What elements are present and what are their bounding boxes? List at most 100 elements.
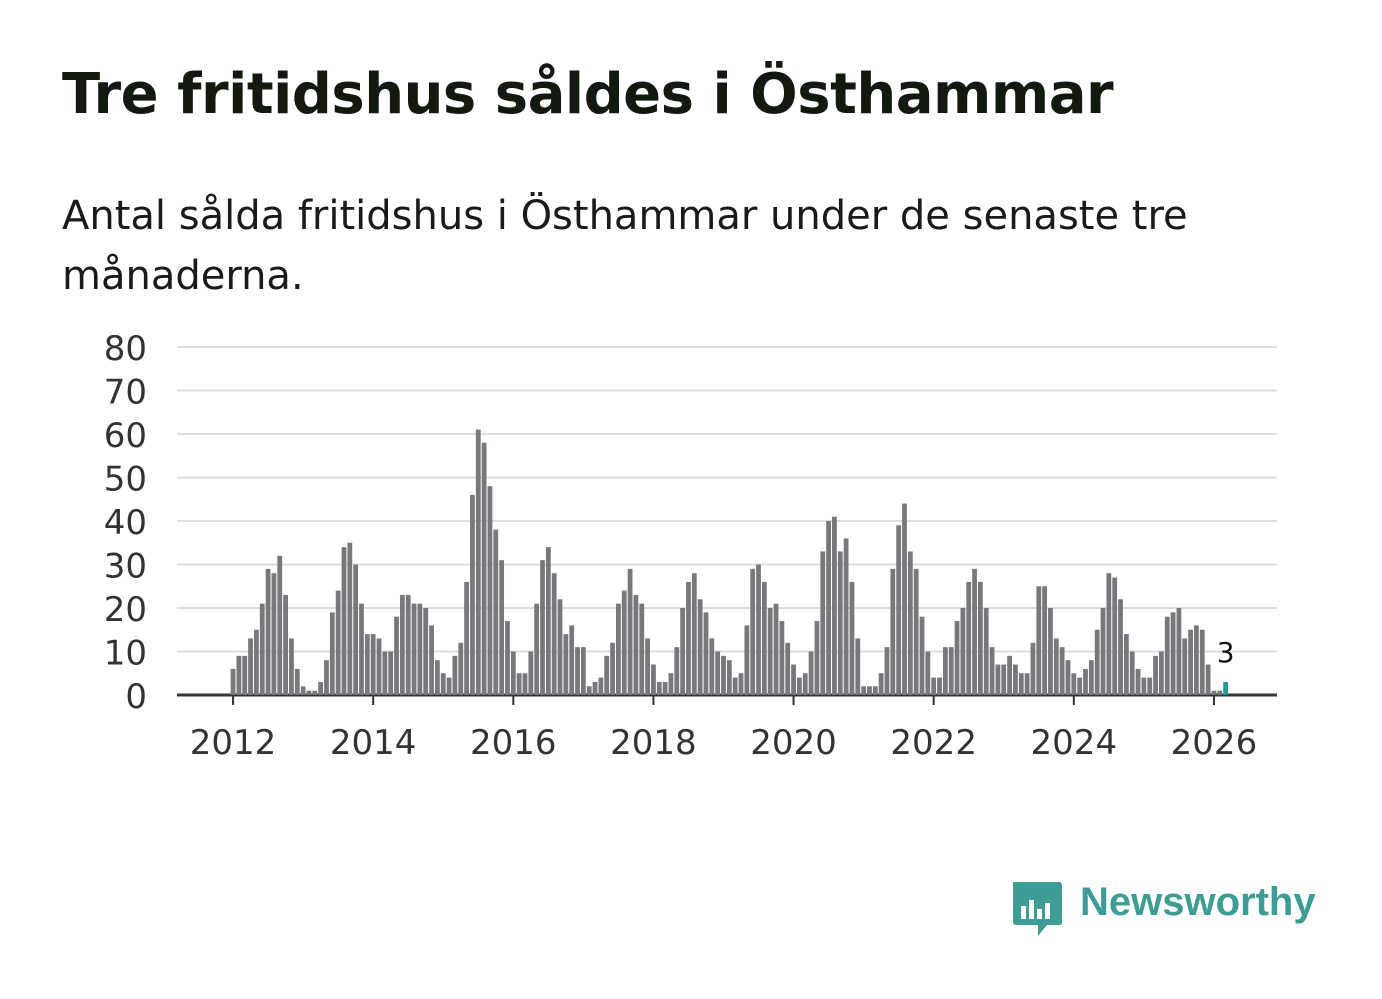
bar (773, 603, 779, 695)
bar (1106, 573, 1112, 695)
x-tick-label: 2016 (470, 723, 557, 763)
bar (563, 634, 569, 695)
chart-subtitle: Antal sålda fritidshus i Östhammar under… (62, 193, 1188, 299)
y-tick-label: 0 (125, 677, 147, 717)
bar (510, 651, 516, 695)
bar (551, 573, 557, 695)
bar (820, 551, 826, 695)
bar (592, 681, 598, 695)
bar (761, 581, 767, 695)
y-tick-label: 70 (104, 373, 147, 413)
y-tick-label: 10 (104, 634, 147, 674)
brand-name: Newsworthy (1080, 880, 1316, 924)
bar (399, 594, 405, 695)
bar (1141, 677, 1147, 695)
bar (586, 686, 592, 695)
bar (767, 608, 773, 695)
bar (645, 638, 650, 695)
bar (1164, 616, 1170, 695)
bar (983, 608, 989, 695)
bar (265, 568, 271, 695)
bar (867, 686, 872, 695)
bar (703, 612, 709, 695)
bar (1211, 690, 1217, 695)
bar (616, 603, 621, 695)
highlight-data-label: 3 (1217, 636, 1235, 669)
bar (598, 677, 604, 695)
newsworthy-logo-icon (1013, 882, 1062, 936)
bar (791, 664, 796, 695)
bar (1135, 668, 1141, 695)
bar (931, 677, 937, 695)
bar (534, 603, 540, 695)
bar (1036, 586, 1042, 695)
bar (843, 538, 849, 695)
bar (569, 625, 575, 695)
bar (575, 647, 580, 695)
bar (435, 660, 440, 695)
bar (1159, 651, 1164, 695)
y-tick-label: 40 (104, 503, 147, 543)
bar (686, 581, 691, 695)
bar (668, 673, 674, 695)
bar (621, 590, 627, 695)
bar (1147, 677, 1153, 695)
bar (248, 638, 253, 695)
bar (499, 560, 505, 695)
bar (890, 568, 896, 695)
y-tick-label: 30 (104, 547, 147, 587)
x-tick-label: 2024 (1031, 723, 1118, 763)
bar (1018, 673, 1024, 695)
bar (633, 594, 639, 695)
x-tick-label: 2014 (330, 723, 417, 763)
bar (1217, 690, 1223, 695)
bar (464, 581, 469, 695)
bar (855, 638, 861, 695)
x-tick-label: 2012 (190, 723, 277, 763)
bar (1188, 629, 1193, 695)
bar (826, 521, 831, 695)
bar (242, 655, 248, 695)
bar (966, 581, 972, 695)
bar (1088, 660, 1094, 695)
bar (289, 638, 294, 695)
bar (505, 621, 510, 695)
bar (324, 660, 329, 695)
bar (715, 651, 721, 695)
bar (721, 655, 726, 695)
bar (557, 599, 563, 695)
bar (674, 647, 680, 695)
bar (662, 681, 668, 695)
bar (487, 486, 493, 695)
bar (878, 673, 884, 695)
chart-title: Tre fritidshus såldes i Östhammar (62, 62, 1114, 127)
bar (1194, 625, 1199, 695)
bar (750, 568, 756, 695)
bar (954, 621, 960, 695)
bar (884, 647, 890, 695)
bar (744, 625, 750, 695)
bar (1053, 638, 1059, 695)
bar (1153, 655, 1158, 695)
bar (610, 642, 615, 695)
bar (808, 651, 814, 695)
bar (995, 664, 1001, 695)
bar (756, 564, 761, 695)
bar (277, 555, 283, 695)
bar (639, 603, 645, 695)
bar (726, 660, 732, 695)
bar (972, 568, 977, 695)
bar (440, 673, 446, 695)
y-tick-label: 80 (104, 329, 147, 369)
bar (475, 429, 481, 695)
bar (446, 677, 452, 695)
bar (347, 542, 353, 695)
x-tick-label: 2020 (750, 723, 837, 763)
bar (937, 677, 942, 695)
bar (312, 690, 318, 695)
bar (411, 603, 417, 695)
bar (1059, 647, 1065, 695)
bar (493, 529, 499, 695)
bar (452, 655, 458, 695)
bar (656, 681, 662, 695)
